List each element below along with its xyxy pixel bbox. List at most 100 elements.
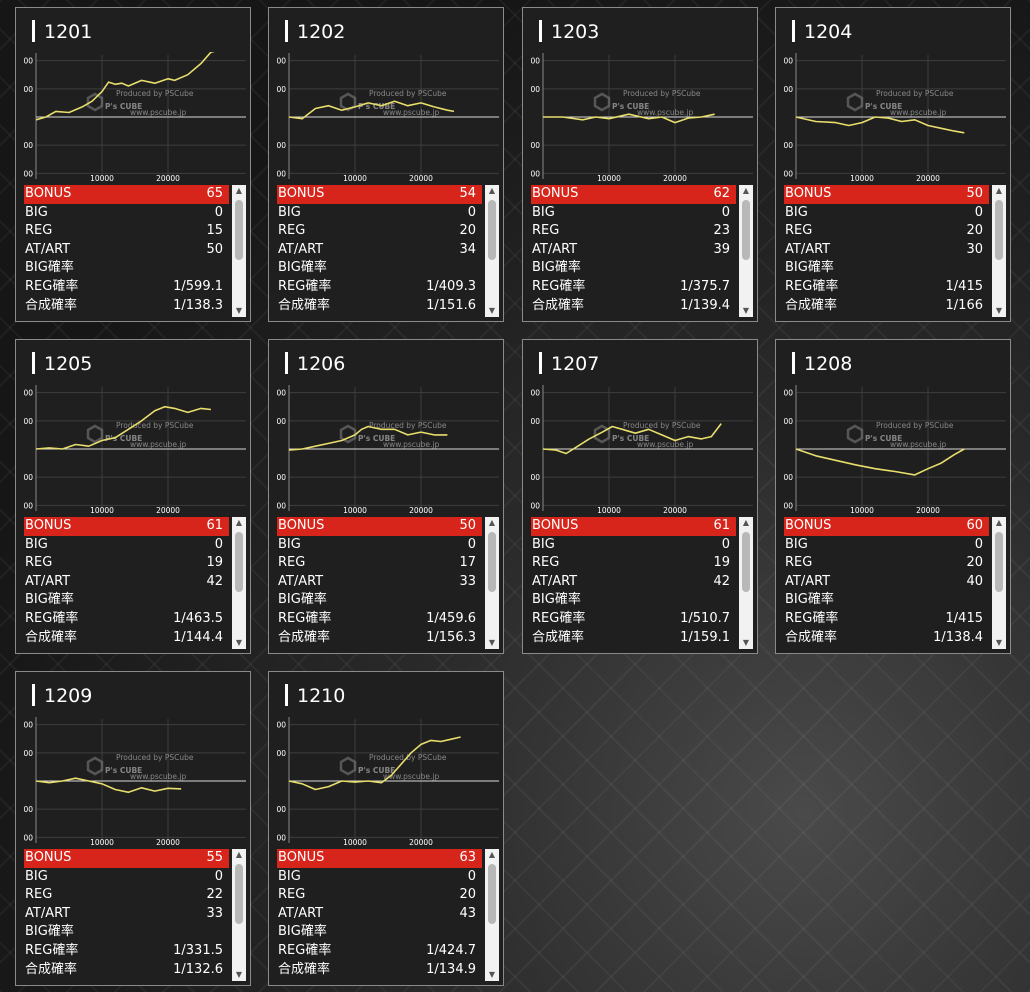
- stat-value: 50: [966, 186, 983, 201]
- slump-graph: P's CUBE Produced by PSCube www.pscube.jp 1…: [277, 385, 499, 514]
- slump-graph: P's CUBE Produced by PSCube www.pscube.jp 1…: [277, 53, 499, 182]
- scroll-thumb[interactable]: [235, 532, 243, 592]
- y-tick-label: 5000: [784, 85, 793, 94]
- scroll-thumb[interactable]: [488, 864, 496, 924]
- machine-card[interactable]: 1209 P's CUBE Produced by PSCube www.pscube…: [15, 671, 251, 986]
- scroll-up-arrow-icon[interactable]: ▲: [235, 186, 243, 195]
- stat-label: BIG確率: [25, 924, 74, 940]
- stat-value: 0: [721, 536, 730, 552]
- machine-card[interactable]: 1204 P's CUBE Produced by PSCube www.pscube…: [775, 7, 1011, 322]
- x-tick-label: 10000: [90, 174, 114, 182]
- stats-scrollbar[interactable]: ▲ ▼: [232, 185, 246, 317]
- scroll-down-arrow-icon[interactable]: ▼: [995, 306, 1003, 315]
- scroll-up-arrow-icon[interactable]: ▲: [995, 186, 1003, 195]
- slump-graph: P's CUBE Produced by PSCube www.pscube.jp 1…: [531, 385, 753, 514]
- scroll-down-arrow-icon[interactable]: ▼: [742, 638, 750, 647]
- scroll-down-arrow-icon[interactable]: ▼: [995, 638, 1003, 647]
- stats-scrollbar[interactable]: ▲ ▼: [485, 849, 499, 981]
- scroll-down-arrow-icon[interactable]: ▼: [488, 306, 496, 315]
- scroll-up-arrow-icon[interactable]: ▲: [488, 186, 496, 195]
- stat-row-bonus: BONUS 62: [531, 185, 736, 204]
- machine-number: 1202: [285, 20, 345, 43]
- machine-card[interactable]: 1208 P's CUBE Produced by PSCube www.pscube…: [775, 339, 1011, 654]
- slump-graph: P's CUBE Produced by PSCube www.pscube.jp 1…: [24, 52, 246, 182]
- watermark-text: P's CUBE: [358, 102, 395, 111]
- scroll-down-arrow-icon[interactable]: ▼: [235, 306, 243, 315]
- stat-label: AT/ART: [785, 241, 831, 257]
- stat-row-reg: REG 20: [784, 554, 989, 573]
- stat-row-bonus: BONUS 55: [24, 849, 229, 868]
- stat-value: 1/138.4: [933, 629, 983, 645]
- scroll-up-arrow-icon[interactable]: ▲: [488, 850, 496, 859]
- scroll-down-arrow-icon[interactable]: ▼: [235, 970, 243, 979]
- scroll-thumb[interactable]: [235, 200, 243, 260]
- scroll-thumb[interactable]: [742, 200, 750, 260]
- stat-row-at-art: AT/ART 40: [784, 573, 989, 592]
- scroll-thumb[interactable]: [488, 532, 496, 592]
- stat-label: BIG: [278, 204, 301, 220]
- stat-row-big-prob: BIG確率: [277, 259, 482, 278]
- stat-label: BIG確率: [278, 592, 327, 608]
- scroll-up-arrow-icon[interactable]: ▲: [235, 850, 243, 859]
- stat-row-big-prob: BIG確率: [784, 591, 989, 610]
- stat-row-bonus: BONUS 54: [277, 185, 482, 204]
- stat-value: 1/463.5: [173, 610, 223, 626]
- machine-card[interactable]: 1201 P's CUBE Produced by PSCube www.pscube…: [15, 7, 251, 322]
- stats-scrollbar[interactable]: ▲ ▼: [485, 517, 499, 649]
- watermark-small-text: www.pscube.jp: [890, 440, 946, 449]
- scroll-up-arrow-icon[interactable]: ▲: [742, 186, 750, 195]
- scroll-thumb[interactable]: [995, 532, 1003, 592]
- stat-row-big-prob: BIG確率: [531, 591, 736, 610]
- machine-number: 1207: [539, 352, 599, 375]
- scroll-down-arrow-icon[interactable]: ▼: [488, 638, 496, 647]
- y-tick-label: 5000: [277, 749, 286, 758]
- stat-row-total-prob: 合成確率 1/134.9: [277, 961, 482, 980]
- stats-scrollbar[interactable]: ▲ ▼: [992, 517, 1006, 649]
- y-tick-label: 5000: [784, 417, 793, 426]
- machine-card[interactable]: 1202 P's CUBE Produced by PSCube www.pscube…: [268, 7, 504, 322]
- y-tick-label: -10000: [277, 169, 286, 178]
- scroll-thumb[interactable]: [995, 200, 1003, 260]
- stats-scrollbar[interactable]: ▲ ▼: [992, 185, 1006, 317]
- watermark-text: P's CUBE: [358, 766, 395, 775]
- scroll-down-arrow-icon[interactable]: ▼: [742, 306, 750, 315]
- y-tick-label: -10000: [784, 169, 793, 178]
- scroll-down-arrow-icon[interactable]: ▼: [488, 970, 496, 979]
- machine-card[interactable]: 1207 P's CUBE Produced by PSCube www.pscube…: [522, 339, 758, 654]
- stat-label: REG確率: [785, 610, 839, 626]
- machine-card[interactable]: 1206 P's CUBE Produced by PSCube www.pscube…: [268, 339, 504, 654]
- y-tick-label: -10000: [24, 833, 33, 842]
- scroll-up-arrow-icon[interactable]: ▲: [235, 518, 243, 527]
- stat-value: 20: [966, 223, 983, 239]
- machine-card[interactable]: 1203 P's CUBE Produced by PSCube www.pscube…: [522, 7, 758, 322]
- stat-value: 63: [459, 850, 476, 865]
- watermark-small-text: Produced by PSCube: [623, 421, 701, 430]
- machine-card[interactable]: 1205 P's CUBE Produced by PSCube www.pscube…: [15, 339, 251, 654]
- watermark-small-text: Produced by PSCube: [116, 753, 194, 762]
- scroll-thumb[interactable]: [235, 864, 243, 924]
- scroll-up-arrow-icon[interactable]: ▲: [488, 518, 496, 527]
- stats-scrollbar[interactable]: ▲ ▼: [739, 185, 753, 317]
- stats-scrollbar[interactable]: ▲ ▼: [232, 517, 246, 649]
- machine-number: 1210: [285, 684, 345, 707]
- stat-row-bonus: BONUS 63: [277, 849, 482, 868]
- scroll-thumb[interactable]: [742, 532, 750, 592]
- stat-label: BIG: [278, 536, 301, 552]
- stat-label: REG確率: [278, 278, 332, 294]
- stat-label: BIG確率: [532, 592, 581, 608]
- stats-scrollbar[interactable]: ▲ ▼: [739, 517, 753, 649]
- stat-value: 19: [206, 555, 223, 571]
- stat-row-at-art: AT/ART 30: [784, 241, 989, 260]
- scroll-thumb[interactable]: [488, 200, 496, 260]
- machine-card[interactable]: 1210 P's CUBE Produced by PSCube www.pscube…: [268, 671, 504, 986]
- machine-number: 1201: [32, 20, 92, 43]
- scroll-up-arrow-icon[interactable]: ▲: [995, 518, 1003, 527]
- stat-value: 55: [206, 850, 223, 865]
- scroll-down-arrow-icon[interactable]: ▼: [235, 638, 243, 647]
- stat-label: BIG: [532, 536, 555, 552]
- scroll-up-arrow-icon[interactable]: ▲: [742, 518, 750, 527]
- stat-value: 1/424.7: [426, 942, 476, 958]
- stats-scrollbar[interactable]: ▲ ▼: [485, 185, 499, 317]
- stats-scrollbar[interactable]: ▲ ▼: [232, 849, 246, 981]
- stat-row-at-art: AT/ART 39: [531, 241, 736, 260]
